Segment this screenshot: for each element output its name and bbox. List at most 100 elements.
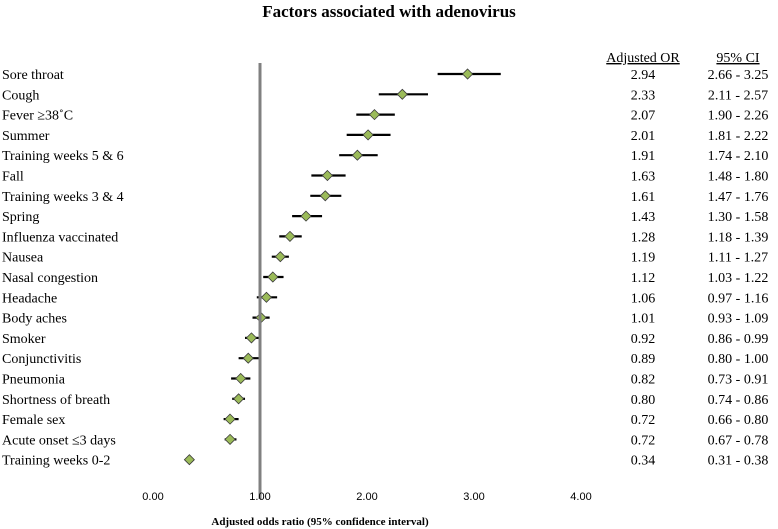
or-marker (233, 393, 245, 405)
or-marker (321, 169, 333, 182)
forest-row: Headache 1.06 0.97 - 1.16 (2, 291, 768, 306)
row-label: Female sex (2, 413, 65, 428)
x-tick-label: 0.00 (142, 491, 163, 503)
forest-row: Spring 1.43 1.30 - 1.58 (2, 210, 768, 225)
forest-row: Influenza vaccinated 1.28 1.18 - 1.39 (2, 230, 768, 245)
forest-row: Acute onset ≤3 days 0.72 0.67 - 0.78 (2, 433, 768, 448)
forest-row: Training weeks 5 & 6 1.91 1.74 - 2.10 (2, 149, 768, 164)
row-label: Shortness of breath (2, 393, 110, 408)
or-value: 1.06 (631, 291, 656, 306)
or-value: 0.34 (631, 454, 656, 469)
ci-value: 2.11 - 2.57 (708, 88, 768, 103)
or-value: 1.01 (631, 312, 656, 327)
x-axis: 0.00 1.00 2.00 3.00 4.00 (142, 491, 591, 503)
x-tick-label: 1.00 (249, 491, 270, 503)
ci-value: 1.74 - 2.10 (708, 149, 769, 164)
row-label: Conjunctivitis (2, 352, 81, 367)
ci-value: 1.81 - 2.22 (708, 129, 769, 144)
ci-value: 1.48 - 1.80 (708, 170, 769, 185)
x-tick-label: 3.00 (463, 491, 484, 503)
forest-row: Training weeks 3 & 4 1.61 1.47 - 1.76 (2, 190, 768, 205)
or-value: 1.19 (631, 251, 656, 266)
forest-row: Pneumonia 0.82 0.73 - 0.91 (2, 373, 768, 388)
ci-value: 1.11 - 1.27 (708, 251, 768, 266)
or-value: 2.94 (631, 68, 656, 83)
or-value: 1.12 (631, 271, 656, 286)
or-value: 1.61 (631, 190, 656, 205)
or-marker (351, 149, 363, 161)
forest-row: Summer 2.01 1.81 - 2.22 (2, 129, 768, 144)
or-marker (319, 190, 331, 202)
or-value: 0.72 (631, 433, 656, 448)
row-label: Body aches (2, 312, 67, 327)
row-label: Training weeks 0-2 (2, 454, 110, 469)
x-axis-label: Adjusted odds ratio (95% confidence inte… (211, 516, 429, 528)
rows-layer: Sore throat 2.94 2.66 - 3.25 Cough 2.33 2.11 … (2, 68, 768, 469)
row-label: Influenza vaccinated (2, 230, 118, 245)
ci-value: 1.18 - 1.39 (708, 230, 769, 245)
ci-value: 0.74 - 0.86 (708, 393, 769, 408)
row-label: Smoker (2, 332, 46, 347)
or-marker (260, 291, 272, 303)
or-value: 0.80 (631, 393, 656, 408)
ci-column-header: 95% CI (716, 51, 760, 66)
ci-value: 1.03 - 1.22 (708, 271, 769, 286)
forest-row: Training weeks 0-2 0.34 0.31 - 0.38 (2, 454, 768, 469)
ci-value: 0.80 - 1.00 (708, 352, 769, 367)
or-value: 1.63 (631, 170, 656, 185)
ci-value: 1.90 - 2.26 (708, 109, 769, 124)
or-marker (284, 230, 296, 242)
or-column-header: Adjusted OR (606, 51, 680, 66)
x-tick-label: 4.00 (570, 491, 591, 503)
row-label: Training weeks 5 & 6 (2, 149, 124, 164)
or-marker (300, 210, 312, 222)
forest-row: Shortness of breath 0.80 0.74 - 0.86 (2, 393, 768, 408)
ci-value: 0.93 - 1.09 (708, 312, 769, 327)
or-value: 2.33 (631, 88, 656, 103)
forest-row: Smoker 0.92 0.86 - 0.99 (2, 332, 768, 347)
row-label: Training weeks 3 & 4 (2, 190, 124, 205)
row-label: Pneumonia (2, 373, 66, 388)
row-label: Sore throat (2, 68, 64, 83)
or-value: 0.92 (631, 332, 656, 347)
or-marker (224, 433, 236, 445)
or-marker (224, 413, 236, 425)
ci-value: 0.66 - 0.80 (708, 413, 769, 428)
row-label: Nasal congestion (2, 271, 98, 286)
or-value: 1.43 (631, 210, 656, 225)
forest-row: Nausea 1.19 1.11 - 1.27 (2, 251, 768, 266)
or-value: 1.28 (631, 230, 656, 245)
or-marker (362, 129, 374, 141)
ci-value: 0.73 - 0.91 (708, 373, 769, 388)
or-marker (242, 352, 254, 364)
row-label: Nausea (2, 251, 44, 266)
row-label: Fall (2, 170, 24, 185)
or-marker (183, 454, 195, 466)
or-marker (368, 109, 381, 121)
forest-row: Fall 1.63 1.48 - 1.80 (2, 170, 768, 185)
x-tick-label: 2.00 (356, 491, 377, 503)
or-value: 0.72 (631, 413, 656, 428)
forest-row: Conjunctivitis 0.89 0.80 - 1.00 (2, 352, 768, 367)
forest-row: Female sex 0.72 0.66 - 0.80 (2, 413, 768, 428)
ci-value: 1.30 - 1.58 (708, 210, 769, 225)
forest-row: Cough 2.33 2.11 - 2.57 (2, 88, 768, 103)
or-marker (274, 251, 286, 263)
row-label: Summer (2, 129, 50, 144)
or-marker (245, 332, 258, 344)
ci-value: 0.31 - 0.38 (708, 454, 769, 469)
or-marker (396, 88, 408, 100)
forest-row: Body aches 1.01 0.93 - 1.09 (2, 312, 768, 327)
forest-row: Sore throat 2.94 2.66 - 3.25 (2, 68, 768, 83)
or-value: 2.07 (631, 109, 656, 124)
row-label: Headache (2, 291, 57, 306)
or-value: 0.89 (631, 352, 656, 367)
row-label: Spring (2, 210, 39, 225)
ci-value: 1.47 - 1.76 (708, 190, 769, 205)
row-label: Cough (2, 88, 39, 103)
or-marker (235, 372, 247, 385)
or-marker (462, 68, 474, 80)
chart-title: Factors associated with adenovirus (262, 2, 516, 21)
or-marker (267, 271, 279, 283)
row-label: Acute onset ≤3 days (2, 433, 116, 448)
